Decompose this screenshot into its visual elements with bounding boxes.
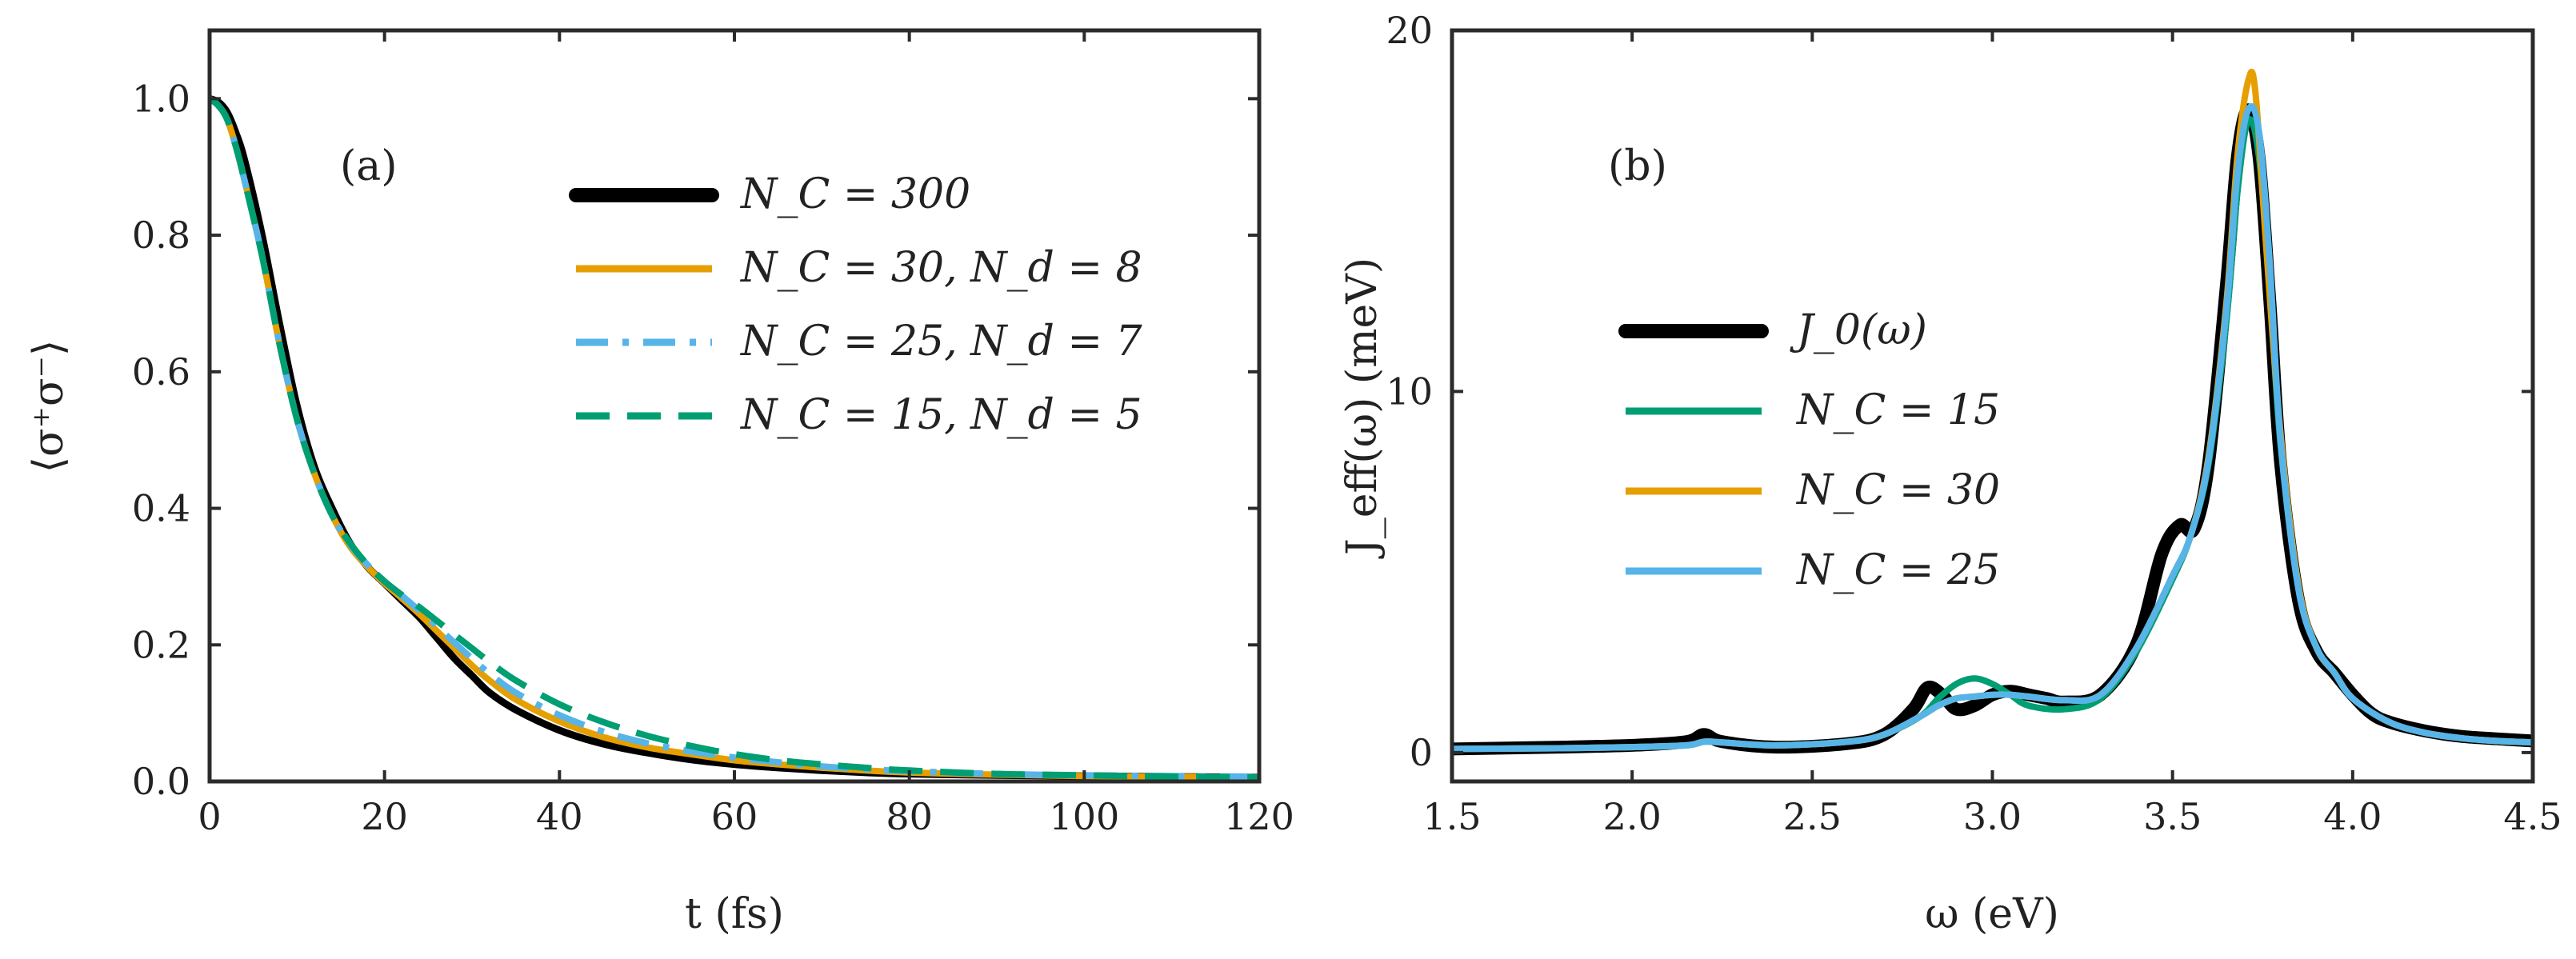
panel-a-x-axis-label: t (fs) [685, 890, 784, 938]
panel-a-x-tick-label: 60 [711, 795, 758, 838]
panel-a-label: (a) [340, 142, 398, 190]
panel-b-series-line [1452, 103, 2533, 753]
panel-b-y-tick-label: 10 [1386, 370, 1433, 413]
panel-b: 1.5 2.0 2.5 3.0 3.5 4.0 4.5 0 10 20 (b) ω (eV) J_… [1338, 9, 2562, 938]
panel-a-y-tick-label: 0.0 [132, 760, 190, 803]
panel-a-series-line [210, 96, 1259, 780]
panel-b-y-axis-label: J_eff(ω) (meV) [1338, 258, 1386, 559]
panel-b-x-tick-label: 4.0 [2323, 795, 2382, 838]
panel-a-y-tick-label: 0.2 [132, 623, 190, 666]
panel-b-label: (b) [1608, 142, 1667, 190]
panel-b-x-tick-label: 4.5 [2503, 795, 2562, 838]
panel-a-x-tick-label: 100 [1049, 795, 1119, 838]
panel-a: 0 20 40 60 80 100 120 0.0 0.2 0.4 0.6 0.8 1.0 (a) t … [25, 28, 1294, 938]
panel-a-series-group [210, 94, 1259, 781]
panel-b-y-tick-label: 20 [1386, 9, 1433, 52]
panel-b-legend: J_0(ω) N_C = 15 N_C = 30 N_C = 25 [1618, 306, 2000, 594]
panel-a-x-tick-label: 40 [536, 795, 583, 838]
panel-b-x-tick-label: 2.5 [1783, 795, 1842, 838]
panel-a-x-tick-label: 120 [1224, 795, 1294, 838]
panel-a-legend-label: N_C = 15, N_d = 5 [739, 391, 1142, 439]
panel-b-y-tick-label: 0 [1410, 731, 1433, 774]
panel-b-legend-label: N_C = 15 [1795, 386, 2000, 434]
panel-a-x-tick-label: 0 [198, 795, 221, 838]
panel-b-x-tick-label: 3.5 [2143, 795, 2202, 838]
panel-b-x-tick-label: 1.5 [1422, 795, 1481, 838]
panel-a-legend-label: N_C = 25, N_d = 7 [739, 318, 1143, 366]
panel-a-legend: N_C = 300 N_C = 30, N_d = 8 N_C = 25, N_d … [569, 170, 1143, 439]
panel-b-frame [1450, 28, 2535, 784]
panel-b-x-tick-label: 3.0 [1963, 795, 2022, 838]
panel-a-y-tick-label: 0.4 [132, 487, 190, 530]
panel-a-legend-label: N_C = 30, N_d = 8 [739, 244, 1142, 292]
panel-a-legend-label: N_C = 300 [739, 170, 970, 218]
panel-b-legend-label: N_C = 25 [1795, 546, 2000, 594]
panel-a-frame [207, 28, 1262, 784]
panel-a-x-tick-label: 80 [886, 795, 933, 838]
panel-b-legend-label: N_C = 30 [1795, 466, 2000, 514]
panel-a-y-tick-label: 1.0 [132, 77, 190, 120]
panel-a-y-tick-label: 0.6 [132, 350, 190, 394]
panel-b-series-group [1452, 68, 2533, 756]
panel-b-x-tick-label: 2.0 [1603, 795, 1662, 838]
panel-a-x-tick-label: 20 [361, 795, 408, 838]
panel-a-y-axis-label: ⟨σ⁺σ⁻⟩ [25, 340, 73, 473]
panel-b-x-axis-label: ω (eV) [1925, 890, 2059, 938]
panel-a-y-tick-label: 0.8 [132, 214, 190, 257]
panel-b-legend-label: J_0(ω) [1790, 306, 1927, 354]
